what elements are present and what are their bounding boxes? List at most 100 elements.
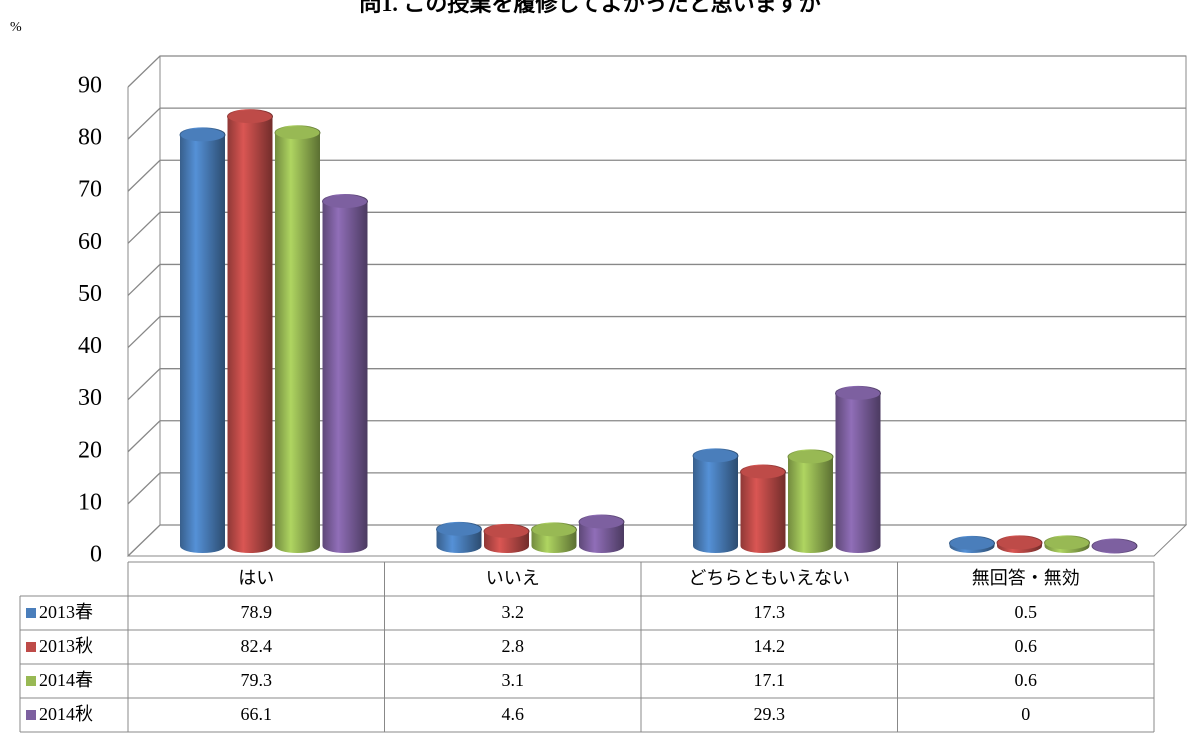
- bar-top: [1044, 535, 1090, 551]
- bar-body: [275, 132, 320, 546]
- legend-label: 2014春: [39, 670, 93, 690]
- table-value: 3.1: [502, 670, 525, 690]
- table-value: 17.1: [754, 670, 786, 690]
- bar-top: [436, 521, 482, 537]
- bar-top: [740, 464, 786, 480]
- table-value: 0.6: [1015, 636, 1038, 656]
- table-value: 3.2: [502, 602, 525, 622]
- chart-title: 問1. この授業を履修してよかったと思いますか: [359, 0, 820, 16]
- table-value: 0: [1021, 704, 1030, 724]
- table-value: 78.9: [241, 602, 273, 622]
- y-tick-label: 40: [78, 333, 102, 359]
- legend-label: 2014秋: [39, 704, 93, 724]
- bar-body: [227, 116, 273, 547]
- bar-bottom: [484, 539, 529, 553]
- bar-top: [787, 449, 834, 465]
- table-value: 0.5: [1015, 602, 1038, 622]
- bar: [274, 125, 321, 553]
- legend-swatch: [26, 676, 36, 686]
- y-tick-label: 50: [78, 281, 102, 307]
- bar: [179, 127, 226, 553]
- bar: [787, 449, 834, 553]
- bar-bottom: [788, 539, 833, 553]
- y-tick-label: 30: [78, 385, 102, 411]
- bar-top: [483, 523, 530, 539]
- bar-body: [180, 134, 225, 547]
- bar-top: [1091, 538, 1138, 554]
- x-tick-label: いいえ: [486, 568, 540, 588]
- bar: [436, 521, 482, 553]
- table-value: 4.6: [502, 704, 525, 724]
- bar: [578, 514, 625, 553]
- bar: [996, 535, 1043, 553]
- bar-top: [996, 535, 1043, 551]
- bar-bottom: [227, 539, 273, 553]
- legend-swatch: [26, 608, 36, 618]
- bar-top: [179, 127, 226, 143]
- bar: [740, 464, 786, 553]
- bar-top: [274, 125, 321, 141]
- bar-top: [949, 535, 995, 551]
- y-tick-label: 10: [78, 489, 102, 515]
- bar: [692, 448, 739, 553]
- grid-line: [127, 159, 1186, 192]
- table-value: 79.3: [241, 670, 273, 690]
- bar: [483, 523, 530, 553]
- y-tick-label: 90: [78, 73, 102, 99]
- y-tick-label: 70: [78, 177, 102, 203]
- bar-bottom: [275, 539, 320, 553]
- bar: [322, 194, 368, 553]
- bar: [949, 535, 995, 553]
- bar-bottom: [180, 539, 225, 553]
- grid-line: [127, 368, 1186, 401]
- bar: [1091, 538, 1138, 554]
- bar-top: [835, 385, 881, 401]
- x-tick-label: はい: [238, 568, 274, 588]
- bar-body: [693, 455, 738, 546]
- grid-line: [127, 55, 1186, 88]
- bar-body: [322, 201, 368, 546]
- table-value: 0.6: [1015, 670, 1038, 690]
- bar-bottom: [322, 539, 368, 553]
- y-tick-label: 60: [78, 229, 102, 255]
- y-tick-label: 80: [78, 125, 102, 151]
- bar-top: [227, 109, 273, 125]
- table-value: 29.3: [754, 704, 786, 724]
- grid-line: [127, 315, 1186, 349]
- bar-bottom: [436, 539, 482, 553]
- bar-bottom: [579, 539, 624, 553]
- x-tick-label: 無回答・無効: [972, 568, 1080, 588]
- grid-line: [127, 211, 1186, 244]
- legend-swatch: [26, 642, 36, 652]
- bar-body: [788, 456, 833, 546]
- table-value: 82.4: [241, 636, 273, 656]
- bar-bottom: [531, 539, 577, 553]
- grid-line: [127, 107, 1186, 140]
- table-value: 14.2: [754, 636, 786, 656]
- bar: [227, 109, 273, 553]
- y-tick-label: 0: [90, 542, 102, 568]
- table-value: 17.3: [754, 602, 786, 622]
- bar-body: [740, 472, 786, 546]
- bar: [531, 522, 577, 553]
- bar-bottom: [835, 539, 881, 553]
- bar-bottom: [740, 539, 786, 553]
- bar-top: [578, 514, 625, 530]
- y-tick-label: 20: [78, 437, 102, 463]
- x-tick-label: どちらともいえない: [688, 568, 850, 588]
- legend-label: 2013秋: [39, 636, 93, 656]
- grid-line: [127, 263, 1186, 296]
- legend-swatch: [26, 710, 36, 720]
- bar-top: [531, 522, 577, 538]
- bar: [1044, 535, 1090, 553]
- bar-body: [835, 393, 881, 546]
- table-value: 66.1: [241, 704, 273, 724]
- bar: [835, 385, 881, 553]
- bar-bottom: [693, 539, 738, 553]
- bar-top: [322, 194, 368, 210]
- y-axis-label: %: [10, 20, 22, 35]
- legend-label: 2013春: [39, 602, 93, 622]
- bar-top: [692, 448, 739, 464]
